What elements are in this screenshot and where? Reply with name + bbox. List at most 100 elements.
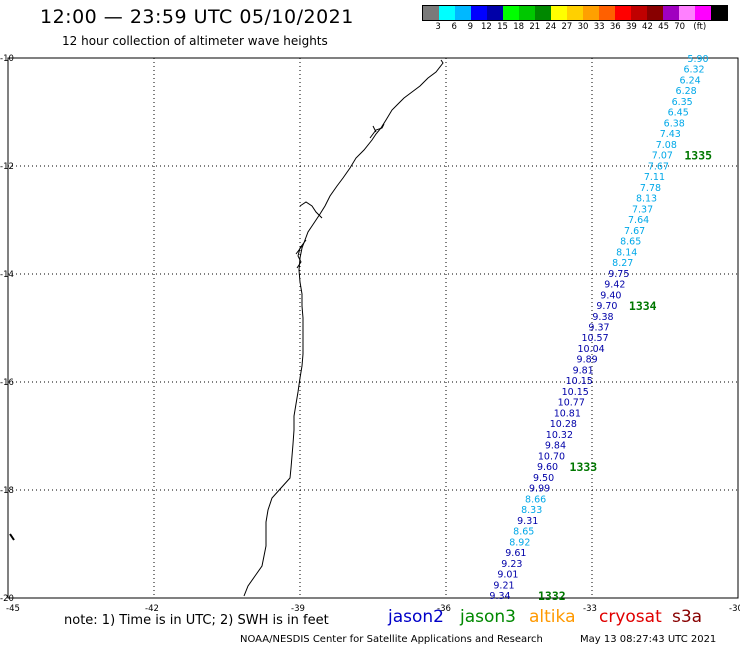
- colorbar-labels: 3 6 9 12 15 18 21 24 27 30 33 36 39 42 45 70 (ft): [422, 22, 738, 34]
- swh-value: 6.28: [676, 86, 697, 97]
- swh-value: 10.70: [538, 451, 565, 462]
- swh-value: 9.81: [573, 365, 594, 376]
- edge-mark: [9, 533, 15, 541]
- colorbar-swatch: [615, 6, 631, 20]
- swh-value: 6.24: [680, 75, 701, 86]
- colorbar-swatch: [439, 6, 455, 20]
- colorbar-swatch: [631, 6, 647, 20]
- swh-value: 9.31: [517, 516, 538, 527]
- swh-value: 9.38: [592, 312, 613, 323]
- coastline-detail: [295, 123, 385, 269]
- colorbar-label: 42: [642, 22, 653, 32]
- colorbar-label: (ft): [693, 22, 707, 32]
- axis-tick-labels: -45 -42 -39 -36 -33 -30 -10 -12 -14 -16 -18 -20: [0, 54, 740, 614]
- swh-value: 10.32: [546, 430, 573, 441]
- colorbar-swatch: [679, 6, 695, 20]
- map-title: 12:00 — 23:59 UTC 05/10/2021: [40, 6, 354, 28]
- swh-value: 9.89: [577, 355, 598, 366]
- pass-labels: 1335 1334 1333 1332: [538, 149, 712, 603]
- swh-value: 8.65: [513, 527, 534, 538]
- colorbar-label: 3: [435, 22, 441, 32]
- swh-value: 7.64: [628, 215, 649, 226]
- colorbar-swatch: [567, 6, 583, 20]
- colorbar-label: 15: [497, 22, 508, 32]
- lon-tick-label: -36: [437, 604, 451, 614]
- satellite-jason3-label: jason3: [460, 607, 516, 627]
- colorbar-swatch: [551, 6, 567, 20]
- swh-value: 8.33: [521, 505, 542, 516]
- swh-value: 9.21: [493, 580, 514, 591]
- colorbar-swatch: [455, 6, 471, 20]
- colorbar-label: 45: [658, 22, 669, 32]
- swh-value: 9.01: [497, 570, 518, 581]
- colorbar-swatch: [711, 6, 727, 20]
- swh-value: 8.27: [612, 258, 633, 269]
- colorbar-swatch: [647, 6, 663, 20]
- coastline: [243, 59, 444, 597]
- lon-tick-label: -42: [145, 604, 159, 614]
- lon-tick-label: -30: [729, 604, 740, 614]
- colorbar-swatch: [535, 6, 551, 20]
- lat-tick-label: -14: [0, 270, 14, 280]
- swh-value: 10.57: [581, 333, 608, 344]
- colorbar-label: 21: [529, 22, 541, 32]
- pass-number: 1332: [538, 589, 566, 603]
- satellite-jason2-label: jason2: [388, 607, 444, 627]
- swh-value: 6.32: [683, 65, 704, 76]
- swh-value: 9.60: [537, 462, 558, 473]
- swh-value: 6.35: [672, 97, 693, 108]
- colorbar-label: 70: [674, 22, 686, 32]
- swh-value: 7.08: [656, 140, 677, 151]
- swh-value: 7.37: [632, 204, 653, 215]
- colorbar-label: 33: [593, 22, 605, 32]
- satellite-altika-label: altika: [529, 607, 576, 627]
- colorbar-label: 6: [451, 22, 457, 32]
- wave-height-colorbar: [422, 5, 728, 21]
- lon-tick-label: -45: [6, 604, 20, 614]
- swh-value: 10.04: [577, 344, 604, 355]
- swh-value: 9.34: [489, 591, 510, 602]
- swh-value: 6.38: [664, 118, 685, 129]
- colorbar-swatch: [599, 6, 615, 20]
- swh-value: 8.65: [620, 237, 641, 248]
- lat-tick-label: -12: [0, 162, 14, 172]
- colorbar-label: 24: [545, 22, 557, 32]
- colorbar-label: 30: [577, 22, 589, 32]
- colorbar-swatch: [471, 6, 487, 20]
- lat-tick-label: -10: [0, 54, 14, 64]
- footer-note: note: 1) Time is in UTC; 2) SWH is in fe…: [64, 613, 329, 628]
- colorbar-label: 18: [513, 22, 525, 32]
- swh-value: 9.23: [501, 559, 522, 570]
- map-frame: [7, 57, 739, 599]
- altimeter-track: 5.906.326.246.286.356.456.387.437.087.07…: [489, 54, 708, 602]
- swh-value: 6.45: [668, 108, 689, 119]
- swh-value: 7.67: [648, 161, 669, 172]
- lon-tick-label: -33: [583, 604, 597, 614]
- lon-tick-label: -39: [291, 604, 305, 614]
- swh-value: 7.07: [652, 151, 673, 162]
- swh-value: 9.42: [604, 280, 625, 291]
- map-subtitle: 12 hour collection of altimeter wave hei…: [62, 34, 328, 48]
- colorbar-swatch: [423, 6, 439, 20]
- lat-tick-label: -20: [0, 594, 14, 604]
- pass-number: 1334: [629, 299, 657, 313]
- credit-text: NOAA/NESDIS Center for Satellite Applica…: [240, 634, 543, 645]
- swh-value: 9.75: [608, 269, 629, 280]
- colorbar-swatch: [487, 6, 503, 20]
- colorbar-label: 9: [467, 22, 474, 32]
- colorbar-swatch: [583, 6, 599, 20]
- pass-number: 1333: [570, 460, 598, 474]
- colorbar-swatch: [503, 6, 519, 20]
- swh-value: 7.67: [624, 226, 645, 237]
- pass-number: 1335: [684, 149, 712, 163]
- colorbar-swatch: [519, 6, 535, 20]
- generated-timestamp: May 13 08:27:43 UTC 2021: [580, 634, 717, 645]
- satellite-cryosat-label: cryosat: [599, 607, 662, 627]
- lat-tick-label: -18: [0, 486, 14, 496]
- swh-value: 8.92: [509, 537, 530, 548]
- colorbar-swatch: [695, 6, 711, 20]
- swh-value: 5.90: [687, 54, 708, 65]
- swh-value: 9.50: [533, 473, 554, 484]
- swh-value: 10.81: [554, 408, 581, 419]
